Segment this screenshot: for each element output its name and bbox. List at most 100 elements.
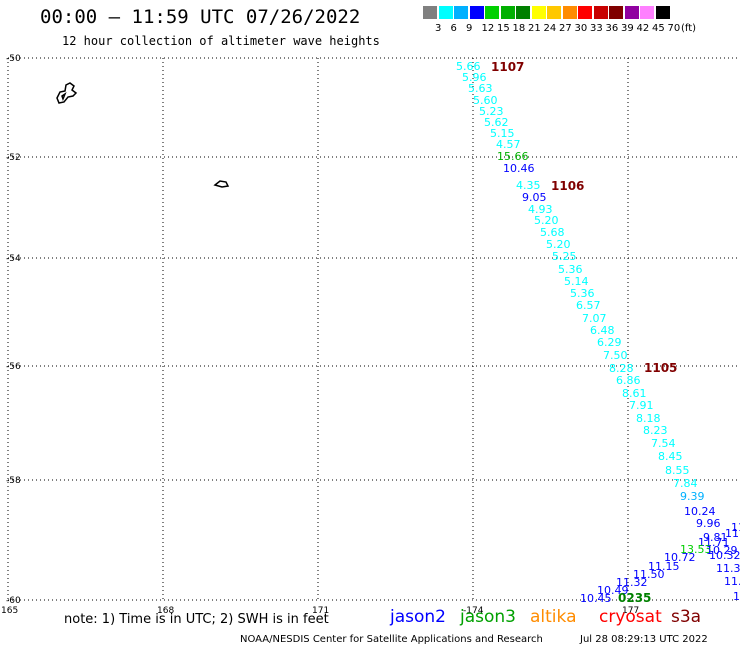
scale-label: 12	[481, 23, 495, 34]
latitude-label: -52	[6, 153, 21, 163]
wave-height-value: 11.3	[716, 562, 740, 575]
wave-height-value: 5.36	[558, 263, 583, 276]
scale-label: 27	[559, 23, 572, 34]
map-title: 00:00 – 11:59 UTC 07/26/2022	[40, 6, 361, 28]
scale-swatch	[655, 6, 670, 19]
wave-height-value: 10.29	[706, 544, 738, 557]
wave-height-value: 5.68	[540, 226, 565, 239]
scale-swatch	[562, 6, 577, 19]
longitude-label: -174	[463, 606, 484, 616]
wave-height-value: 6.29	[597, 336, 622, 349]
track-pass-label: 1107	[491, 60, 524, 74]
wave-height-value: 10.72	[664, 551, 696, 564]
wave-height-value: 5.25	[552, 250, 577, 263]
wave-height-value: 7.84	[673, 477, 698, 490]
wave-height-value: 10.49	[597, 584, 629, 597]
wave-height-value: 11.50	[633, 568, 665, 581]
scale-label: 36	[605, 23, 619, 34]
wave-height-value: 5.63	[468, 82, 493, 95]
wave-height-value: 10.46	[503, 162, 535, 175]
wave-height-value: 7.07	[582, 312, 607, 325]
scale-swatch	[609, 6, 623, 19]
scale-swatch	[423, 6, 437, 19]
wave-height-value: 10.32	[709, 549, 740, 562]
wave-height-value: 5.36	[570, 287, 595, 300]
scale-label: 39	[621, 23, 634, 34]
wave-height-value: 8.18	[636, 412, 661, 425]
latitude-label: -58	[6, 476, 21, 486]
scale-swatch	[547, 6, 561, 19]
wave-height-value: 10.45	[580, 592, 612, 605]
wave-height-value: 5.15	[490, 127, 515, 140]
wave-height-value: 9.05	[522, 191, 547, 204]
longitude-label: 177	[622, 606, 639, 616]
wave-height-value: 4.93	[528, 203, 553, 216]
wave-height-value: 13.53	[680, 543, 712, 556]
track-labels: 1107 1106 1105 0235	[491, 60, 677, 605]
scale-label: 30	[574, 23, 588, 34]
mission-jason2: jason2	[390, 607, 446, 627]
wave-height-value: 10.24	[684, 505, 716, 518]
wave-height-value: 6.86	[616, 374, 641, 387]
wave-height-value: 5.14	[564, 275, 589, 288]
scale-swatch	[531, 6, 546, 19]
scale-swatch	[469, 6, 484, 19]
wave-height-value: 4.35	[516, 179, 541, 192]
mission-s3a: s3a	[671, 607, 702, 627]
generated-timestamp: Jul 28 08:29:13 UTC 2022	[580, 634, 708, 645]
island-outline-small	[213, 180, 230, 188]
longitude-label: 168	[157, 606, 174, 616]
wave-height-value: 11.15	[648, 560, 680, 573]
wave-height-value: 7.54	[651, 437, 676, 450]
latitude-label: -50	[6, 54, 21, 64]
wave-height-value: 9.96	[696, 517, 721, 530]
scale-label: 15	[497, 23, 510, 34]
wave-height-value: 11	[731, 521, 740, 534]
wave-height-value: 11.71	[698, 536, 730, 549]
scale-label: 9	[466, 23, 473, 34]
land-outlines	[56, 82, 230, 188]
wave-height-value: 8.45	[658, 450, 683, 463]
map-grid	[7, 57, 740, 601]
scale-label: 42	[636, 23, 650, 34]
longitude-label: 165	[1, 606, 18, 616]
scale-swatch	[578, 6, 592, 19]
scale-label: 3	[435, 23, 442, 34]
scale-label: 21	[528, 23, 541, 34]
wave-height-value: 9.81	[703, 531, 728, 544]
wave-height-value: 8.55	[665, 464, 690, 477]
scale-label: 6	[450, 23, 457, 34]
wave-height-value: 11.60	[725, 527, 740, 540]
scale-label: 24	[543, 23, 557, 34]
wave-height-value: 7.50	[603, 349, 628, 362]
scale-swatch	[438, 6, 453, 19]
scale-swatch	[485, 6, 499, 19]
scale-swatch	[500, 6, 515, 19]
wave-height-value: 5.20	[534, 214, 559, 227]
longitude-label: 171	[312, 606, 329, 616]
map-subtitle: 12 hour collection of altimeter wave hei…	[62, 34, 380, 48]
wave-height-value: 5.66	[456, 60, 481, 73]
mission-cryosat: cryosat	[599, 607, 662, 627]
wave-height-value: 5.96	[462, 71, 487, 84]
wave-height-value: 11.32	[616, 576, 648, 589]
latitude-label: -56	[6, 362, 21, 372]
wave-height-value: 5.60	[473, 94, 498, 107]
scale-swatch	[640, 6, 654, 19]
island-outline-main	[56, 82, 78, 104]
wave-height-value: 9.39	[680, 490, 705, 503]
track-pass-label: 0235	[618, 591, 651, 605]
wave-height-value: 8.28	[609, 362, 634, 375]
wave-height-value: 5.23	[479, 105, 504, 118]
scale-label: 33	[590, 23, 603, 34]
scale-label: 18	[512, 23, 526, 34]
wave-height-value: 6.57	[576, 299, 601, 312]
wave-height-value: 4.57	[496, 138, 521, 151]
note-text: note: 1) Time is in UTC; 2) SWH is in fe…	[64, 612, 329, 627]
wave-height-value: 8.61	[622, 387, 647, 400]
scale-swatch	[624, 6, 639, 19]
wave-height-value: 1	[733, 590, 740, 603]
mission-altika: altika	[530, 607, 577, 627]
